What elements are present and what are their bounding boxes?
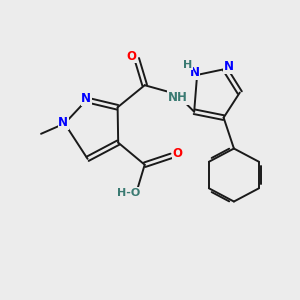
Text: N: N xyxy=(224,60,234,73)
Text: O: O xyxy=(127,50,136,63)
Text: NH: NH xyxy=(168,91,188,104)
Text: N: N xyxy=(190,66,200,79)
Text: N: N xyxy=(58,116,68,129)
Text: H-O: H-O xyxy=(117,188,140,198)
Text: N: N xyxy=(81,92,91,105)
Text: O: O xyxy=(173,147,183,160)
Text: H: H xyxy=(183,60,192,70)
